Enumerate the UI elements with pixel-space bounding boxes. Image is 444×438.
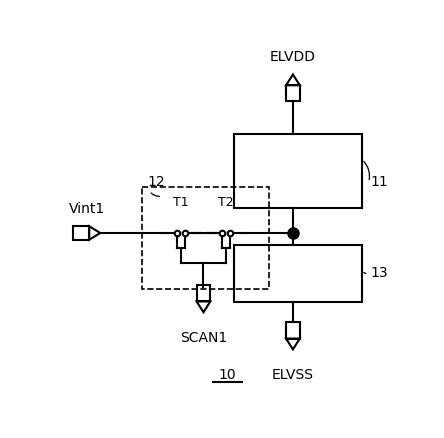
Bar	[234, 245, 362, 302]
Text: T1: T1	[173, 196, 189, 209]
Text: 11: 11	[370, 175, 388, 189]
Text: 13: 13	[370, 266, 388, 280]
Bar	[73, 226, 89, 240]
Text: SCAN1: SCAN1	[180, 331, 227, 345]
Bar	[197, 285, 210, 301]
Text: 12: 12	[148, 175, 165, 189]
Text: 10: 10	[219, 367, 236, 381]
Bar	[142, 187, 269, 289]
Bar	[234, 134, 362, 208]
Bar	[286, 322, 300, 339]
Bar	[286, 85, 300, 102]
Text: Vint1: Vint1	[69, 202, 106, 216]
Text: T2: T2	[218, 196, 234, 209]
Text: ELVSS: ELVSS	[272, 368, 314, 382]
Text: ELVDD: ELVDD	[270, 50, 316, 64]
